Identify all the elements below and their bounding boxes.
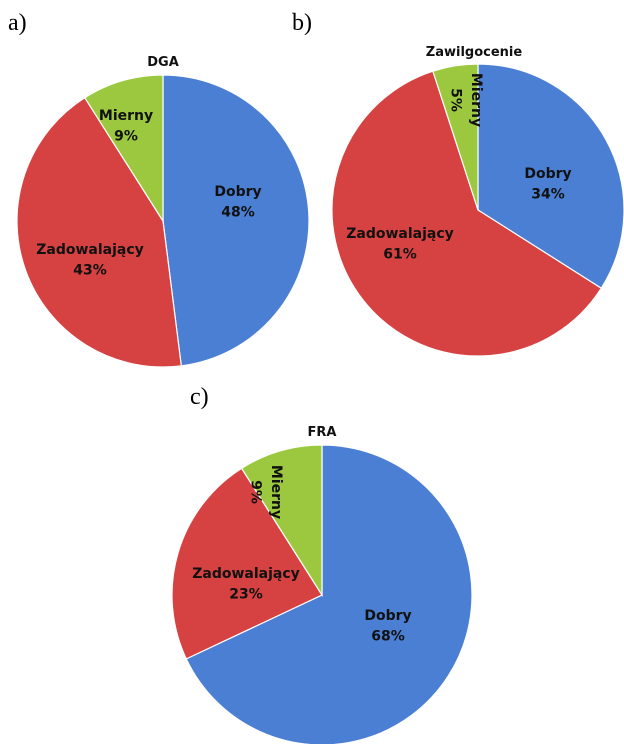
slice-category-dobry: Dobry bbox=[524, 166, 571, 182]
slice-percent-mierny: 5% bbox=[448, 88, 464, 112]
pie-panel-a: a) DGA Dobry 48% Zadowalający 43% Mierny 9% bbox=[8, 10, 310, 368]
pie-slice-zadowalajcy bbox=[171, 467, 323, 660]
pie-slice-mierny bbox=[240, 444, 323, 598]
slice-percent-dobry: 34% bbox=[531, 186, 565, 202]
slice-label-mierny: Mierny 9% bbox=[99, 108, 153, 144]
slice-label-dobry: Dobry 48% bbox=[214, 184, 261, 220]
pie-labels-fra: Dobry 68% Zadowalający 23% Mierny9% bbox=[192, 465, 411, 644]
pie-slice-dobry bbox=[162, 74, 310, 367]
panel-label-c: c) bbox=[190, 384, 209, 410]
pie-slice-mierny bbox=[432, 63, 479, 211]
pie-labels-zawilgocenie: Dobry 34% Zadowalający 61% Mierny5% bbox=[346, 73, 571, 262]
pie-slice-dobry bbox=[477, 63, 624, 290]
slice-label-mierny: Mierny5% bbox=[448, 73, 484, 127]
slice-label-zadowalajcy: Zadowalający 23% bbox=[192, 566, 300, 602]
slice-label-mierny: Mierny9% bbox=[248, 465, 284, 519]
panel-label-a: a) bbox=[8, 10, 27, 36]
slice-percent-zadowalajcy: 23% bbox=[229, 586, 263, 602]
slice-category-mierny: Mierny bbox=[468, 73, 484, 127]
slice-category-dobry: Dobry bbox=[364, 608, 411, 624]
slice-category-zadowalajcy: Zadowalający bbox=[36, 242, 144, 258]
slice-category-dobry: Dobry bbox=[214, 184, 261, 200]
slice-percent-zadowalajcy: 43% bbox=[73, 262, 107, 278]
pie-labels-dga: Dobry 48% Zadowalający 43% Mierny 9% bbox=[36, 108, 261, 278]
slice-category-zadowalajcy: Zadowalający bbox=[192, 566, 300, 582]
pie-slice-dobry bbox=[185, 444, 473, 744]
slice-label-zadowalajcy: Zadowalający 61% bbox=[346, 226, 454, 262]
pie-panel-b: b) Zawilgocenie Dobry 34% Zadowalający 61% M… bbox=[292, 10, 624, 357]
panel-label-b: b) bbox=[292, 10, 312, 36]
slice-percent-zadowalajcy: 61% bbox=[383, 246, 417, 262]
pie-slices-dga bbox=[16, 74, 310, 368]
pie-slice-zadowalajcy bbox=[16, 96, 182, 368]
pie-slice-mierny bbox=[83, 74, 164, 224]
chart-title-dga: DGA bbox=[147, 55, 179, 70]
slice-category-mierny: Mierny bbox=[99, 108, 153, 124]
slice-label-zadowalajcy: Zadowalający 43% bbox=[36, 242, 144, 278]
slice-category-mierny: Mierny bbox=[268, 465, 284, 519]
pie-slice-zadowalajcy bbox=[331, 70, 603, 357]
chart-title-zawilgocenie: Zawilgocenie bbox=[426, 45, 523, 60]
pie-slices-fra bbox=[171, 444, 473, 744]
slice-label-dobry: Dobry 68% bbox=[364, 608, 411, 644]
slice-percent-dobry: 48% bbox=[221, 204, 255, 220]
pie-slices-zawilgocenie bbox=[331, 63, 624, 357]
pie-panel-c: c) FRA Dobry 68% Zadowalający 23% Mierny9% bbox=[171, 384, 473, 744]
slice-percent-mierny: 9% bbox=[248, 480, 264, 504]
chart-title-fra: FRA bbox=[308, 425, 337, 440]
slice-percent-mierny: 9% bbox=[114, 128, 138, 144]
slice-percent-dobry: 68% bbox=[371, 628, 405, 644]
slice-label-dobry: Dobry 34% bbox=[524, 166, 571, 202]
slice-category-zadowalajcy: Zadowalający bbox=[346, 226, 454, 242]
